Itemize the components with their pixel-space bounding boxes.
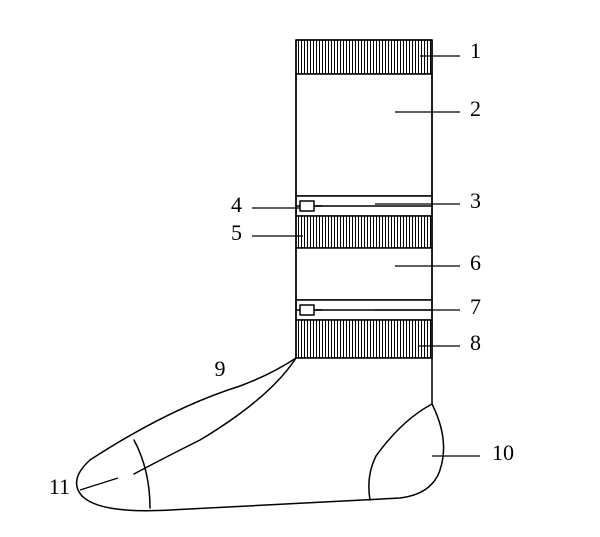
region-leg-upper xyxy=(296,74,432,196)
region-rib-low xyxy=(296,320,432,358)
zipper-slider-lower xyxy=(300,305,314,315)
region-leg-mid xyxy=(296,248,432,300)
callout-label-5: 5 xyxy=(231,220,242,245)
callout-label-2: 2 xyxy=(470,96,481,121)
callout-label-7: 7 xyxy=(470,294,481,319)
sock-diagram: 1 2 3 4 5 6 7 8 9 10 11 xyxy=(0,0,600,537)
callout-label-4: 4 xyxy=(231,192,242,217)
region-cuff-top xyxy=(296,40,432,74)
region-zipper-upper xyxy=(296,196,432,216)
callout-label-8: 8 xyxy=(470,330,481,355)
callout-label-9: 9 xyxy=(215,356,226,381)
region-rib-mid xyxy=(296,216,432,248)
callout-label-1: 1 xyxy=(470,38,481,63)
callout-label-6: 6 xyxy=(470,250,481,275)
callout-label-11: 11 xyxy=(49,474,70,499)
foot-outline xyxy=(77,358,444,511)
callout-label-3: 3 xyxy=(470,188,481,213)
drawing-group xyxy=(77,40,444,511)
callout-label-10: 10 xyxy=(492,440,514,465)
zipper-slider-upper xyxy=(300,201,314,211)
